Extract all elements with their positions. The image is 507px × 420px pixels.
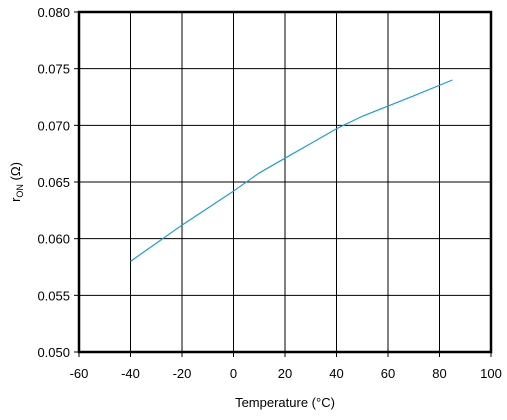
x-tick-label: 60 bbox=[381, 366, 395, 381]
y-axis-symbol: r bbox=[8, 197, 23, 202]
y-tick-label: 0.065 bbox=[37, 175, 70, 190]
y-tick-label: 0.060 bbox=[37, 232, 70, 247]
y-axis-title: rON (Ω) bbox=[8, 162, 25, 202]
x-tick-label: 80 bbox=[432, 366, 446, 381]
x-tick-label: 100 bbox=[480, 366, 502, 381]
series-line bbox=[130, 79, 453, 262]
y-axis-subscript: ON bbox=[15, 184, 25, 198]
x-axis-ticks: -60 -40 -20 0 20 40 60 80 100 bbox=[70, 352, 502, 381]
y-tick-label: 0.080 bbox=[37, 5, 70, 20]
x-tick-label: 40 bbox=[329, 366, 343, 381]
y-axis-ticks: 0.050 0.055 0.060 0.065 0.070 0.075 0.080 bbox=[37, 5, 79, 360]
y-axis-unit: (Ω) bbox=[8, 162, 23, 184]
x-tick-label: 20 bbox=[278, 366, 292, 381]
grid bbox=[78, 11, 492, 353]
x-tick-label: -40 bbox=[121, 366, 140, 381]
y-tick-label: 0.050 bbox=[37, 345, 70, 360]
series-layer bbox=[130, 79, 453, 262]
x-tick-label: 0 bbox=[230, 366, 237, 381]
y-tick-label: 0.075 bbox=[37, 62, 70, 77]
y-tick-label: 0.055 bbox=[37, 288, 70, 303]
y-tick-label: 0.070 bbox=[37, 118, 70, 133]
x-axis-title: Temperature (°C) bbox=[235, 395, 335, 410]
x-tick-label: -20 bbox=[173, 366, 192, 381]
x-tick-label: -60 bbox=[70, 366, 89, 381]
